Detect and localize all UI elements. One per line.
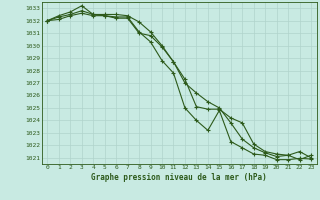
X-axis label: Graphe pression niveau de la mer (hPa): Graphe pression niveau de la mer (hPa) <box>91 173 267 182</box>
